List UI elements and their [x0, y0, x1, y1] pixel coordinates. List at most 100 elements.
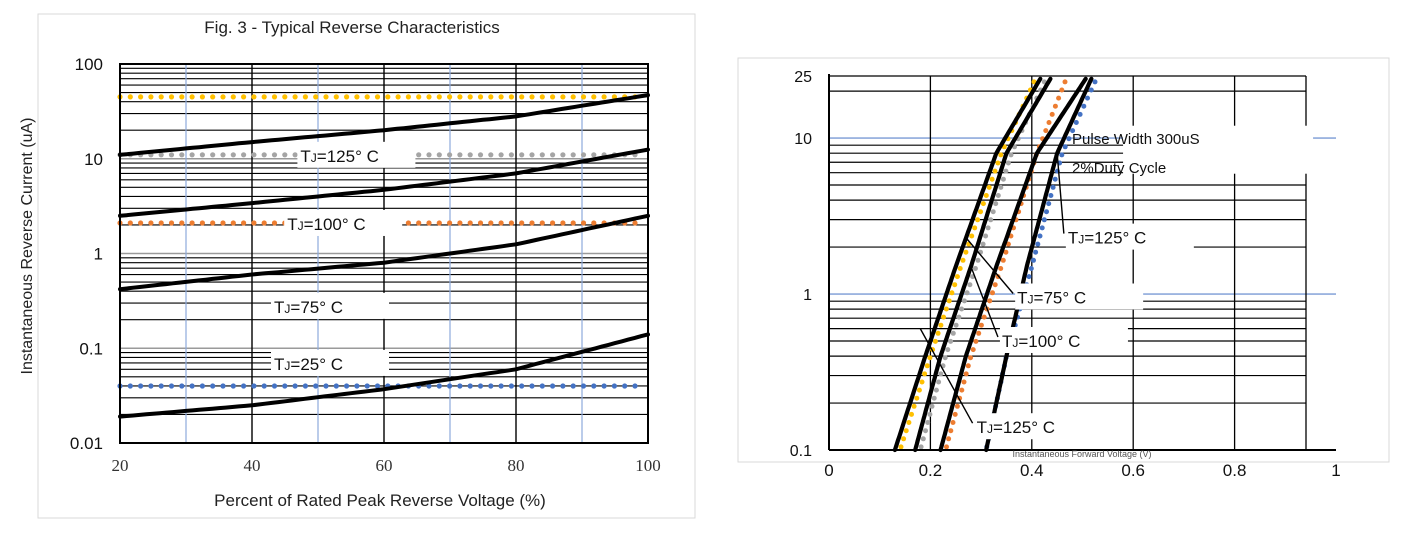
right-dot-marker: [918, 444, 924, 450]
left-dot-marker: [529, 94, 535, 100]
left-dot-marker: [261, 152, 267, 158]
right-annotation-box: [999, 326, 1128, 353]
right-dot-marker: [1044, 209, 1049, 215]
left-dot-marker: [457, 94, 463, 100]
left-dot-marker: [158, 383, 164, 389]
right-dot-marker: [964, 290, 970, 296]
left-dot-marker: [302, 383, 308, 389]
right-dot-marker: [981, 314, 987, 320]
left-dot-marker: [529, 152, 535, 158]
left-dot-marker: [241, 383, 247, 389]
left-dot-marker: [477, 383, 484, 389]
left-dot-marker: [416, 220, 422, 226]
right-dot-marker: [968, 355, 973, 361]
left-dot-marker: [292, 94, 298, 100]
right-y-tick-label: 1: [803, 287, 812, 304]
left-dot-marker: [210, 383, 216, 389]
left-dot-marker: [519, 94, 525, 100]
right-dot-marker: [990, 209, 996, 215]
left-dot-marker: [632, 383, 638, 389]
left-curve-1: [118, 147, 650, 218]
left-dot-marker: [632, 220, 638, 226]
left-dot-marker: [580, 220, 587, 226]
left-dot-marker: [282, 94, 288, 100]
left-dot-marker: [138, 383, 144, 389]
right-dot-marker: [1059, 87, 1065, 93]
right-dot-marker: [1085, 95, 1090, 101]
left-y-tick-label: 0.01: [70, 434, 103, 453]
left-dot-marker: [364, 94, 370, 100]
left-dot-marker: [416, 94, 422, 100]
right-leader-line: [965, 237, 1014, 294]
left-dot-marker: [210, 152, 216, 158]
right-dot-marker: [1000, 176, 1006, 182]
left-dot-marker: [261, 94, 267, 100]
left-dot-marker: [127, 220, 133, 226]
left-dot-marker: [488, 383, 494, 389]
left-dot-marker: [447, 94, 453, 100]
right-dot-marker: [949, 290, 955, 296]
right-dot-marker: [980, 241, 986, 247]
right-dot-marker: [946, 298, 952, 304]
left-dot-marker: [570, 220, 576, 226]
left-dot-marker: [611, 383, 618, 389]
right-dot-marker: [972, 225, 978, 231]
left-dot-marker: [220, 94, 226, 100]
left-dot-marker: [560, 220, 566, 226]
right-y-tick-labels: 25 10 1 0.1: [790, 69, 812, 460]
left-annotation-box: [271, 349, 389, 376]
right-dot-marker: [935, 330, 941, 336]
left-dot-marker: [550, 152, 556, 158]
left-dot-marker: [179, 383, 185, 389]
left-dot-marker: [148, 383, 154, 389]
right-dot-marker: [990, 290, 995, 296]
left-dot-marker: [344, 383, 350, 389]
left-dot-marker: [570, 383, 576, 389]
right-dot-marker: [920, 436, 926, 442]
left-dot-marker: [426, 383, 432, 389]
right-dot-marker: [909, 411, 914, 417]
left-dot-marker: [539, 152, 545, 158]
left-dot-marker: [457, 220, 463, 226]
left-dot-marker: [127, 94, 133, 100]
left-annotation-label: TJ=125° C: [300, 147, 378, 166]
left-dot-marker: [292, 152, 298, 158]
right-dot-marker: [1046, 120, 1052, 125]
right-dot-marker: [959, 306, 965, 312]
right-leader-line: [970, 266, 999, 338]
left-dot-marker: [189, 94, 195, 100]
right-dot-marker: [998, 266, 1004, 271]
right-dot-marker: [998, 152, 1004, 158]
left-dot-marker: [447, 220, 453, 226]
right-dot-marker: [993, 201, 999, 207]
left-dot-marker: [179, 220, 185, 226]
left-dot-marker: [570, 94, 576, 100]
left-dot-marker: [591, 94, 597, 100]
right-dot-marker: [916, 387, 922, 393]
left-y-tick-label: 1: [94, 245, 103, 264]
left-x-tick-label: 40: [244, 456, 261, 475]
left-annotation-label: TJ=75° C: [274, 298, 343, 317]
left-dot-marker: [426, 220, 432, 226]
right-dot-marker: [954, 274, 960, 280]
left-dot-marker: [271, 94, 278, 100]
right-dot-marker: [983, 233, 989, 239]
right-leader-line: [919, 328, 974, 424]
right-dot-marker: [1088, 87, 1094, 93]
right-dot-marker: [931, 395, 937, 401]
left-dot-marker: [323, 383, 329, 389]
left-dot-marker: [601, 94, 607, 100]
left-dot-marker: [230, 94, 236, 100]
left-chart-title: Fig. 3 - Typical Reverse Characteristics: [204, 18, 499, 37]
left-dot-marker: [498, 94, 504, 100]
right-dot-marker: [995, 193, 1001, 198]
right-dot-marker: [983, 193, 989, 198]
right-dot-marker: [906, 420, 912, 425]
right-dot-marker: [1003, 168, 1009, 174]
right-dot-marker: [1037, 233, 1043, 239]
left-dot-marker: [210, 94, 216, 100]
right-dot-marker: [919, 379, 925, 385]
right-annotation-label: TJ=125° C: [977, 418, 1055, 437]
right-y-tick-label: 10: [794, 131, 812, 148]
left-dot-marker: [148, 220, 154, 226]
